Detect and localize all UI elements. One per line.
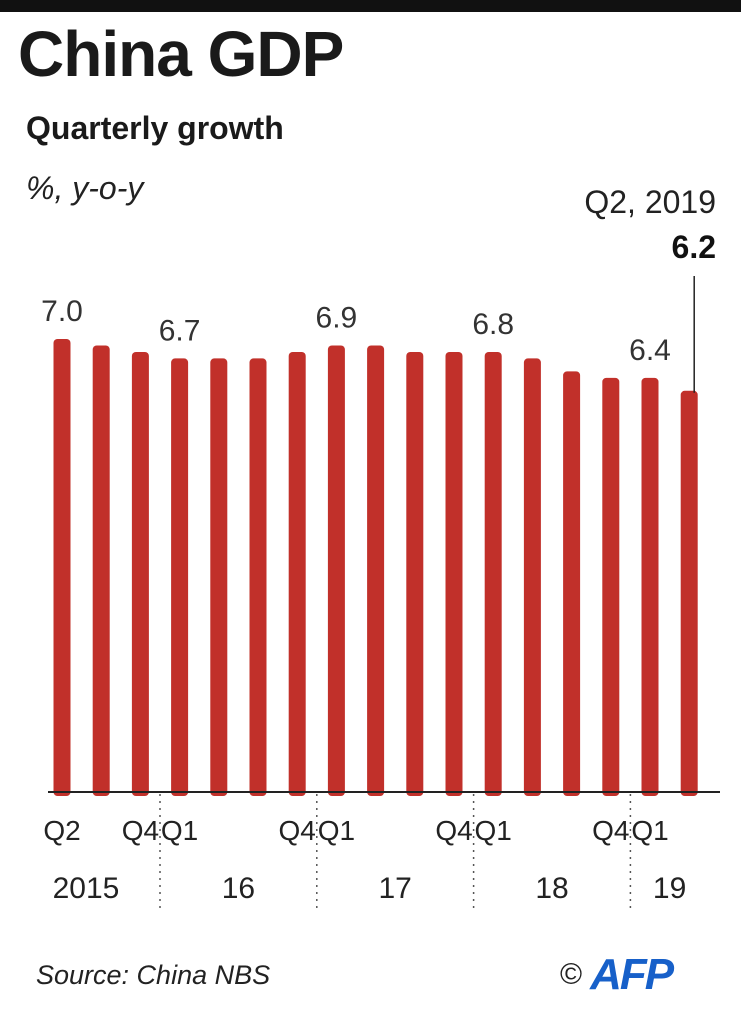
quarter-tick-label: Q1 [161, 815, 198, 846]
quarter-tick-label: Q4 [592, 815, 629, 846]
year-label: 16 [222, 872, 255, 905]
credit: © AFP [560, 950, 674, 1000]
chart-title: China GDP [18, 18, 344, 90]
data-label: 6.7 [159, 314, 201, 347]
callout-value: 6.2 [672, 229, 716, 265]
bar-q1-2019 [641, 377, 659, 796]
data-label: 6.9 [316, 301, 358, 334]
quarter-tick-label: Q1 [631, 815, 668, 846]
quarter-tick-label: Q1 [475, 815, 512, 846]
top-rule [0, 0, 741, 12]
bar-q4-2016 [288, 351, 306, 796]
bar-q2-2016 [210, 358, 228, 796]
bar-q2-2018 [523, 358, 541, 796]
year-label: 2015 [53, 872, 120, 905]
bar-q3-2018 [563, 371, 581, 796]
copyright-symbol: © [560, 958, 583, 991]
bar-q3-2016 [249, 358, 267, 796]
quarter-tick-label: Q4 [122, 815, 159, 846]
callout-label: Q2, 2019 [584, 184, 716, 220]
bar-q1-2017 [327, 345, 345, 796]
bar-q1-2018 [484, 351, 502, 796]
bar-q2-2019 [680, 390, 698, 796]
afp-logo: AFP [590, 950, 674, 999]
data-label: 6.4 [629, 334, 671, 367]
bar-q2-2015 [53, 339, 71, 796]
chart-subtitle: Quarterly growth [26, 110, 284, 146]
bar-q3-2017 [406, 351, 424, 796]
year-label: 17 [379, 872, 412, 905]
quarter-tick-label: Q4 [279, 815, 316, 846]
quarter-tick-label: Q4 [435, 815, 472, 846]
bar-q4-2018 [602, 377, 620, 796]
bar-q3-2015 [92, 345, 110, 796]
year-label: 18 [535, 872, 568, 905]
chart-unit: %, y-o-y [26, 170, 144, 206]
bar-q4-2015 [131, 351, 149, 796]
quarter-tick-label: Q1 [318, 815, 355, 846]
data-label: 6.8 [472, 308, 514, 341]
quarter-tick-label: Q2 [43, 815, 80, 846]
source-note: Source: China NBS [36, 960, 271, 990]
year-label: 19 [653, 872, 686, 905]
bar-q2-2017 [367, 345, 385, 796]
data-label: 7.0 [41, 295, 83, 328]
bar-q4-2017 [445, 351, 463, 796]
bar-q1-2016 [171, 358, 189, 796]
